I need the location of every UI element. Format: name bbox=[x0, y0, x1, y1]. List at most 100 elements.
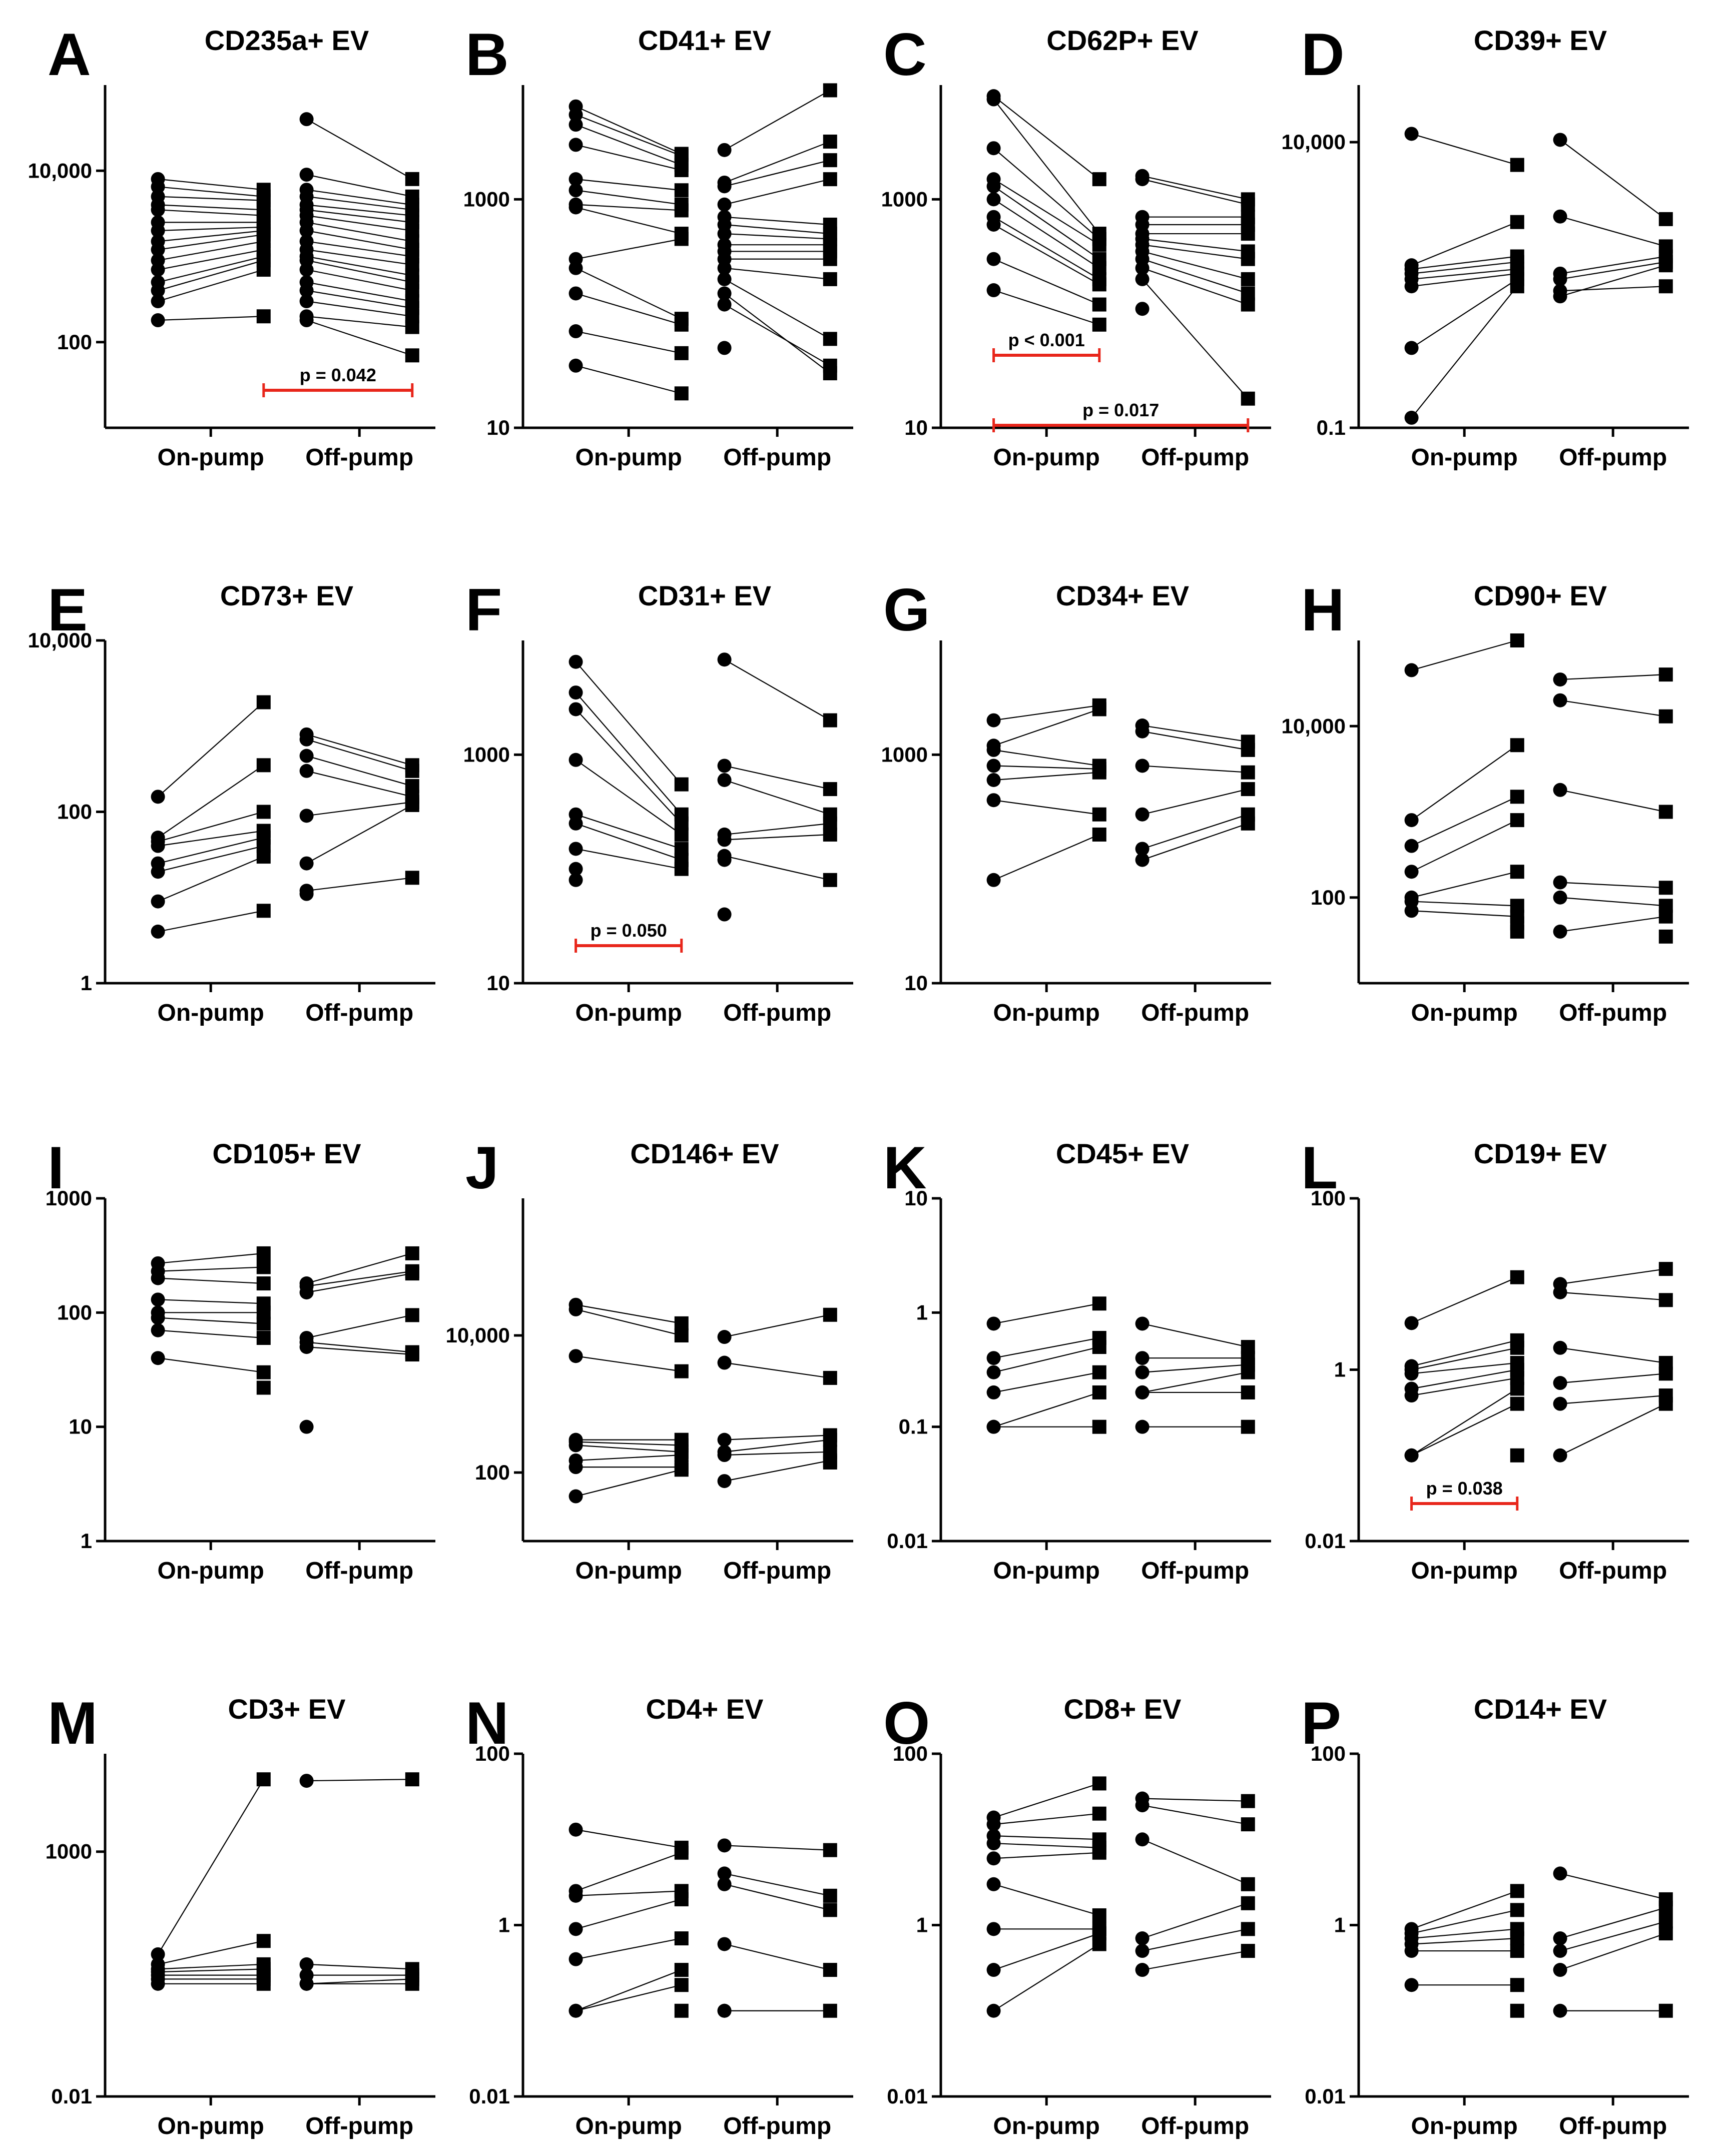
pair-line bbox=[993, 749, 1099, 767]
data-point-pre bbox=[299, 1774, 314, 1788]
data-point-pre bbox=[1404, 410, 1419, 425]
pair-line bbox=[1142, 814, 1249, 850]
data-point-pre bbox=[1553, 1396, 1567, 1411]
pair-line bbox=[1411, 1362, 1517, 1374]
pair-line bbox=[575, 124, 682, 166]
data-point-pre bbox=[1135, 172, 1149, 187]
data-point-pre bbox=[1404, 127, 1419, 141]
y-tick-label: 1000 bbox=[881, 743, 928, 766]
y-tick-label: 10 bbox=[486, 971, 510, 995]
pair-line bbox=[724, 141, 831, 183]
y-tick-label: 10,000 bbox=[28, 628, 92, 652]
data-point-post bbox=[1241, 782, 1255, 797]
data-point-pre bbox=[299, 764, 314, 778]
data-point-post bbox=[1241, 197, 1255, 212]
pair-line bbox=[158, 230, 264, 242]
data-point-post bbox=[1241, 1419, 1255, 1434]
data-point-post bbox=[405, 1772, 419, 1787]
data-point-pre bbox=[1553, 693, 1567, 707]
x-category-label: On-pump bbox=[575, 1558, 682, 1584]
pair-line bbox=[1411, 133, 1518, 166]
data-point-pre bbox=[1553, 209, 1567, 224]
data-point-pre bbox=[151, 223, 165, 238]
pair-line bbox=[306, 189, 412, 206]
pair-line bbox=[1142, 179, 1249, 205]
data-point-post bbox=[1510, 158, 1524, 172]
data-point-pre bbox=[151, 283, 165, 298]
pair-line bbox=[306, 230, 412, 251]
pair-line bbox=[1411, 1909, 1518, 1934]
data-point-post bbox=[823, 332, 837, 346]
y-tick-label: 100 bbox=[1311, 886, 1346, 909]
x-category-label: On-pump bbox=[1411, 2113, 1518, 2139]
pair-line bbox=[575, 204, 682, 211]
pair-line bbox=[158, 269, 264, 302]
data-point-pre bbox=[568, 118, 583, 132]
data-point-pre bbox=[299, 1957, 314, 1971]
panel-a: A CD235a+ EV 100 10,000 On-pump Off-pump p = 0… bbox=[28, 21, 435, 471]
y-tick-label: 100 bbox=[475, 1461, 510, 1484]
panel-title: CD45+ EV bbox=[1056, 1138, 1189, 1169]
data-point-post bbox=[1241, 252, 1255, 266]
pair-line bbox=[1411, 221, 1518, 266]
data-point-post bbox=[1658, 279, 1673, 294]
data-point-post bbox=[1092, 1385, 1106, 1399]
data-point-post bbox=[823, 1888, 837, 1903]
pair-line bbox=[1411, 261, 1517, 274]
data-point-pre bbox=[1404, 904, 1419, 918]
pair-line bbox=[724, 1943, 831, 1971]
data-point-post bbox=[1092, 1937, 1106, 1951]
pair-line bbox=[575, 1829, 682, 1848]
data-point-pre bbox=[1553, 2003, 1567, 2018]
data-point-pre bbox=[1553, 924, 1567, 939]
data-point-post bbox=[1510, 790, 1524, 804]
pair-line bbox=[1142, 238, 1248, 252]
x-category-label: Off-pump bbox=[305, 2113, 413, 2139]
data-point-post bbox=[1510, 1270, 1524, 1284]
pair-line bbox=[158, 1299, 264, 1304]
significance-label: p = 0.050 bbox=[591, 920, 667, 941]
pair-line bbox=[724, 224, 830, 235]
pair-line bbox=[306, 249, 412, 266]
panel-i: I CD105+ EV 1 10 100 1000 On-pump Off-pump bbox=[46, 1134, 435, 1584]
data-point-pre bbox=[568, 753, 583, 767]
pair-line bbox=[575, 106, 682, 155]
pair-line bbox=[1142, 251, 1249, 280]
pair-line bbox=[575, 1937, 682, 1960]
pair-line bbox=[306, 281, 412, 302]
data-point-post bbox=[823, 782, 837, 797]
pair-line bbox=[1142, 1323, 1249, 1348]
data-point-pre bbox=[717, 227, 732, 241]
x-category-label: Off-pump bbox=[305, 1000, 413, 1026]
y-tick-label: 100 bbox=[893, 1742, 928, 1765]
pair-line bbox=[575, 708, 682, 824]
data-point-post bbox=[405, 1266, 419, 1281]
pair-line bbox=[993, 224, 1100, 285]
data-point-pre bbox=[1135, 261, 1149, 275]
pair-line bbox=[993, 186, 1100, 260]
data-point-pre bbox=[151, 294, 165, 309]
data-point-pre bbox=[299, 168, 314, 182]
pair-line bbox=[993, 834, 1100, 881]
panel-letter: P bbox=[1301, 1690, 1341, 1757]
data-point-post bbox=[405, 172, 419, 186]
data-point-post bbox=[823, 1455, 837, 1470]
data-point-pre bbox=[986, 1836, 1001, 1851]
data-point-post bbox=[823, 1370, 837, 1385]
pair-line bbox=[158, 249, 264, 271]
data-point-post bbox=[1510, 1944, 1524, 1958]
data-point-post bbox=[256, 805, 271, 819]
data-point-pre bbox=[151, 1310, 165, 1325]
pair-line bbox=[158, 1968, 264, 1973]
data-point-pre bbox=[1404, 839, 1419, 853]
data-point-pre bbox=[1553, 1285, 1567, 1299]
data-point-pre bbox=[568, 1460, 583, 1475]
pair-line bbox=[158, 1266, 264, 1272]
pair-line bbox=[306, 734, 413, 766]
data-point-pre bbox=[1135, 807, 1149, 822]
data-point-pre bbox=[1553, 1376, 1567, 1390]
pair-line bbox=[306, 1270, 412, 1287]
pair-line bbox=[158, 830, 264, 847]
data-point-post bbox=[674, 1931, 689, 1946]
data-point-post bbox=[823, 272, 837, 286]
